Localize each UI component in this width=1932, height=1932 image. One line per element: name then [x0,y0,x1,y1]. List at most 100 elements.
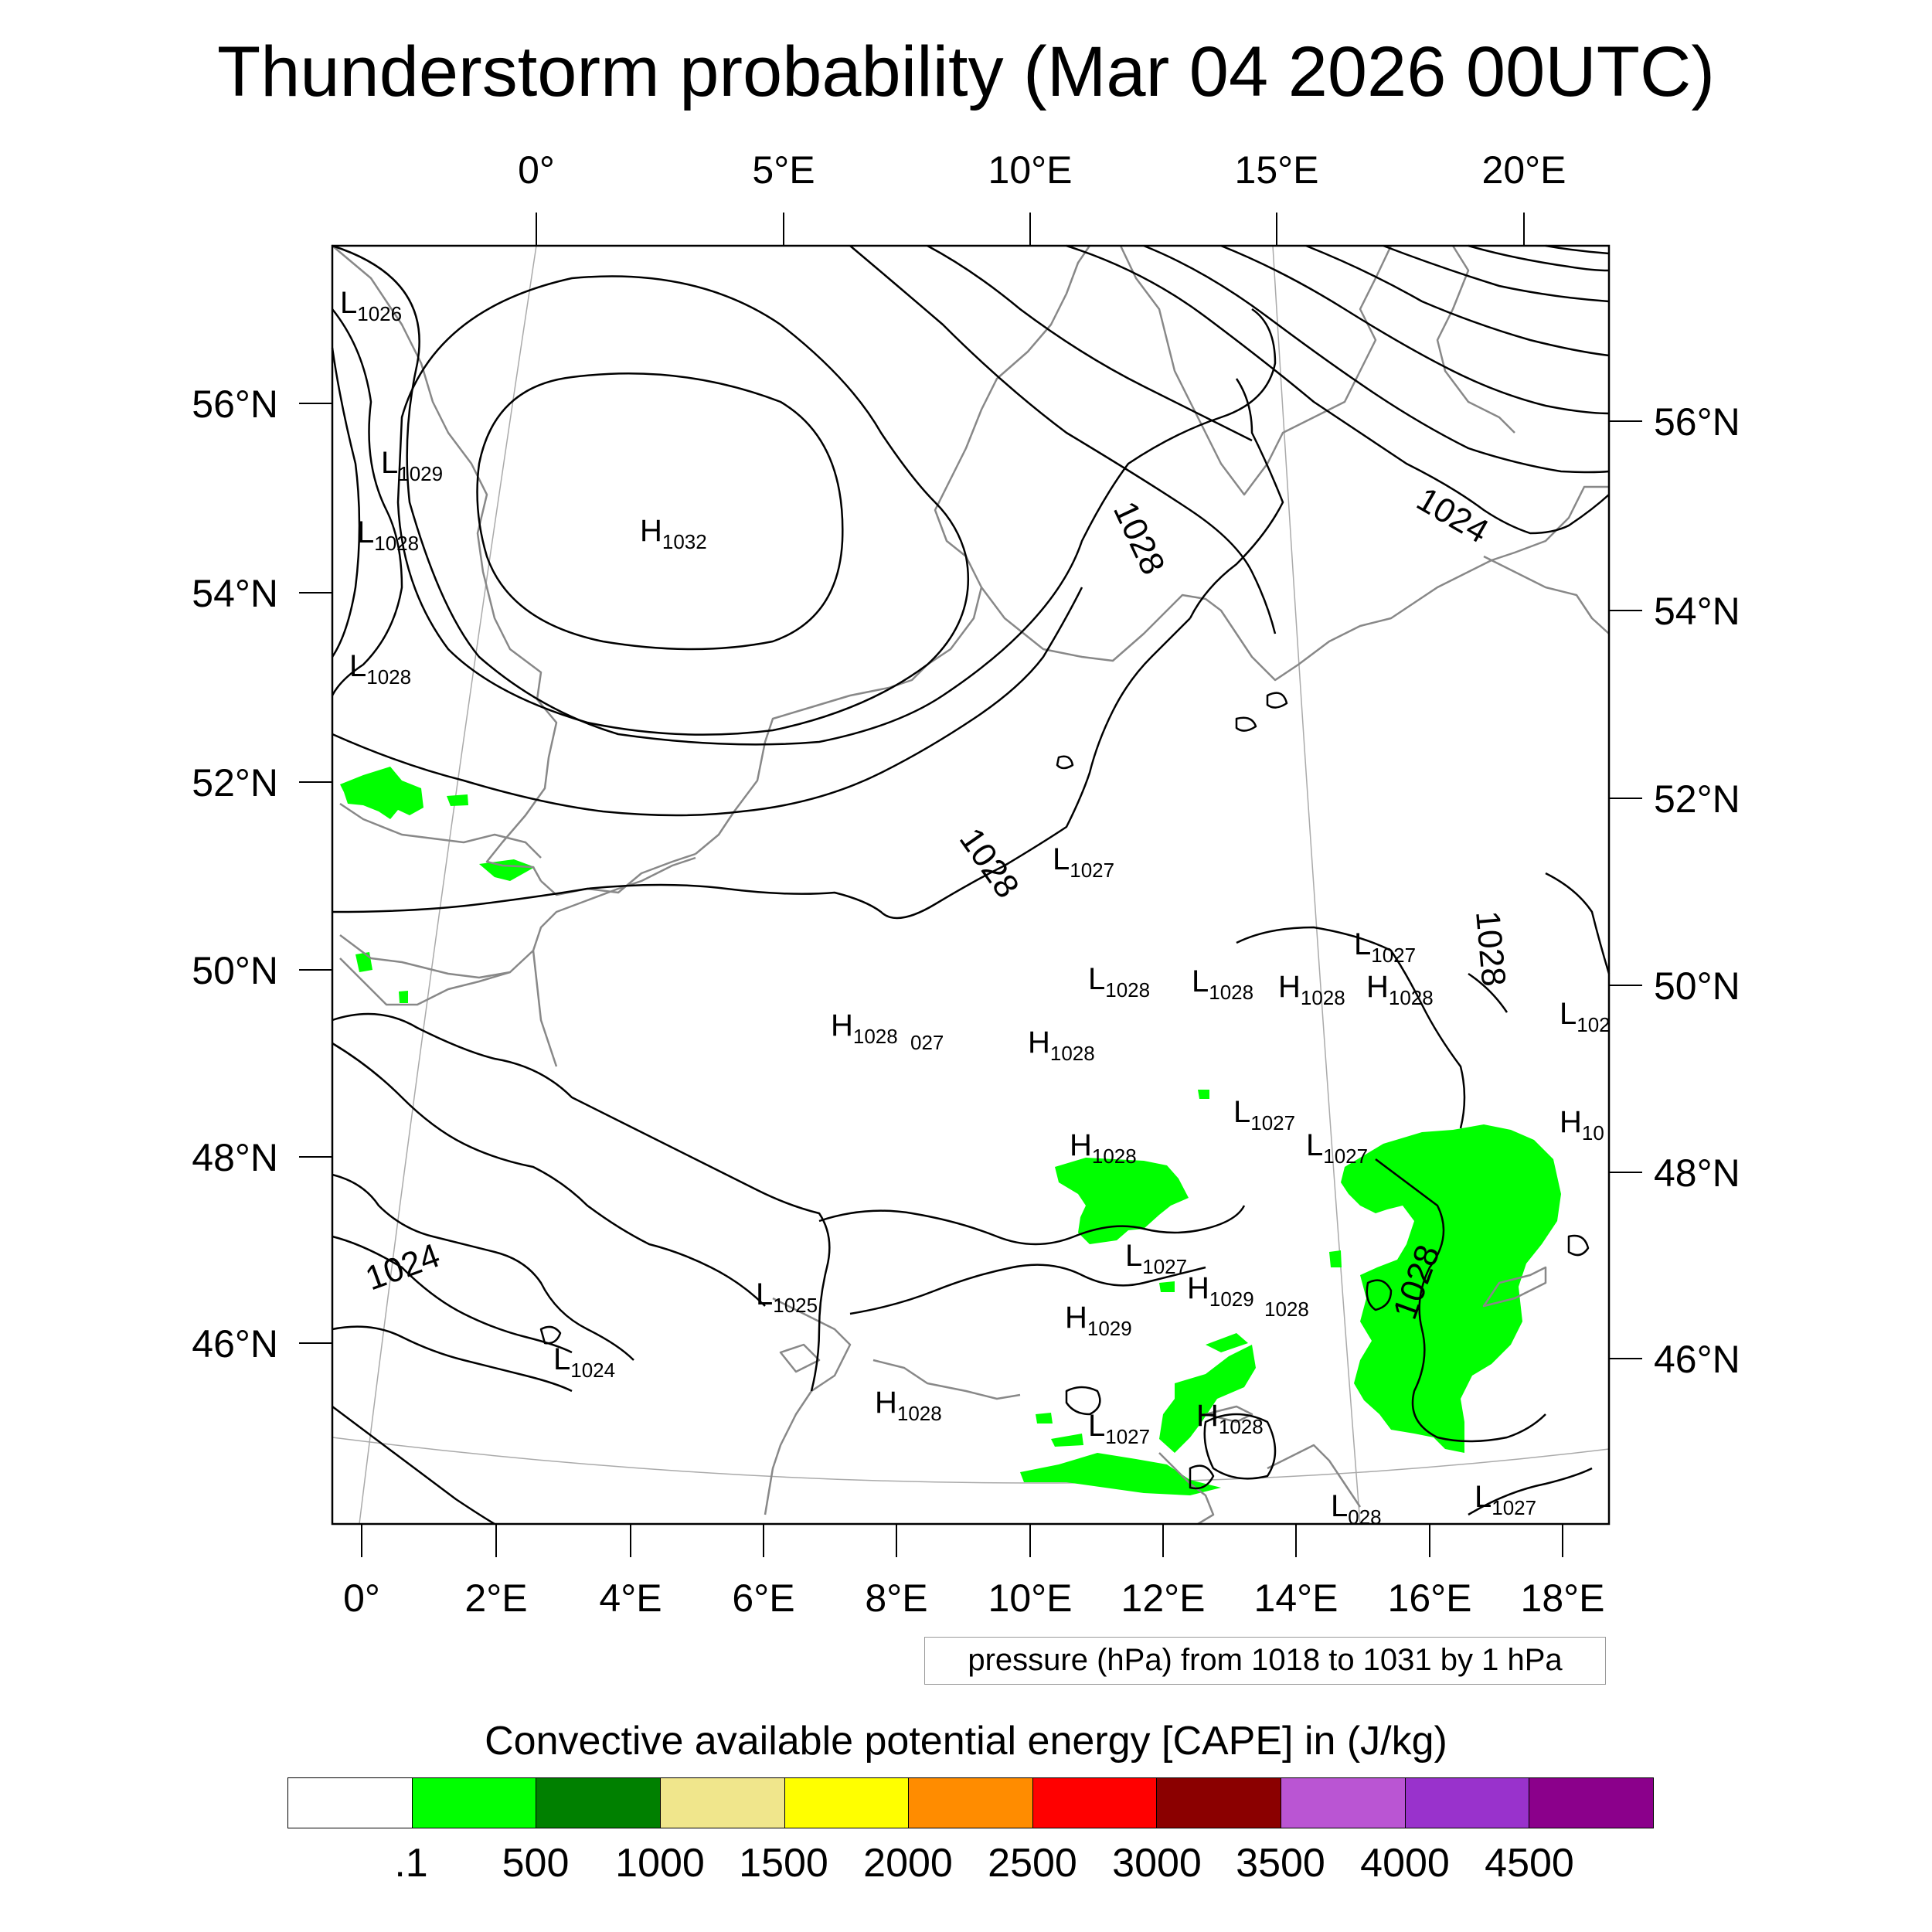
top-lon-label: 20°E [1482,148,1566,192]
pressure-center: H1029 [1187,1271,1254,1311]
isobar-mini-5 [539,1325,562,1345]
tick-marks [299,213,1642,1557]
pressure-center: L1029 [381,446,443,485]
cape-area-de2 [1198,1090,1209,1099]
left-lat-label: 50°N [192,949,278,992]
pressure-center: L1027 [1306,1128,1368,1168]
pressure-center: H1028 [1028,1026,1095,1065]
map-frame [331,244,1611,1526]
cape-area-it3 [1020,1453,1221,1495]
right-lat-label: 46°N [1654,1338,1740,1381]
pressure-center: L1027 [1088,1409,1150,1448]
colorbar-label: 2500 [988,1841,1077,1886]
isobar-mini-3 [1189,1464,1215,1490]
pressure-center: L1027 [1475,1480,1536,1519]
coastlines [332,245,1610,1526]
isobar-mini-6 [1266,692,1288,709]
isobar-mini-2 [1203,1413,1277,1480]
pressure-center: L1027 [1053,842,1114,882]
isobar-mini-7 [1235,716,1257,732]
left-lat-label: 54°N [192,572,278,615]
pressure-center: L1027 [1354,927,1416,967]
pressure-center: H1028 [831,1009,898,1048]
bottom-lon-label: 18°E [1521,1577,1605,1620]
cape-area-uk [340,767,423,819]
bottom-lon-label: 10°E [988,1577,1073,1620]
pressure-center: H1029 [1065,1301,1132,1340]
pressure-center: L028 [1331,1489,1382,1529]
pressure-center: L1024 [553,1342,615,1382]
bottom-lon-label: 12°E [1121,1577,1206,1620]
pressure-center: H1028 [875,1386,942,1425]
pressure-center: L1027 [1233,1095,1295,1134]
top-lon-label: 10°E [988,148,1073,192]
colorbar-label: 4000 [1360,1841,1450,1886]
isobar-ne-3 [1220,244,1610,415]
isobar-1028-a [332,587,1083,817]
pressure-center: H1028 [1278,970,1345,1009]
left-lat-label: 46°N [192,1322,278,1366]
isobar-ne-5 [1383,244,1610,303]
isobar-1027-uk [331,347,361,658]
pressure-center: L1028 [349,649,411,689]
colorbar-swatch [908,1778,1032,1828]
isobar-1027-east [1189,378,1284,619]
isobar-ne-7 [1545,244,1610,255]
cape-area-slo [1159,1281,1175,1292]
cape-area-uk3 [479,859,535,881]
colorbar-label: 3000 [1112,1841,1202,1886]
right-lat-label: 52°N [1654,777,1740,821]
colorbar-swatch [536,1778,660,1828]
isobar-ne-4 [1305,244,1610,357]
isobar-mid-2 [849,1264,1206,1315]
colorbar-swatch [1529,1778,1654,1828]
top-lon-label: 0° [518,148,555,192]
left-lat-label: 56°N [192,383,278,426]
isobar-ne-2 [1143,244,1610,474]
isobar-1026-w [332,1173,634,1361]
isobar-1028-main [332,617,1191,920]
pressure-center: H1028 [1070,1128,1137,1168]
contour-label: 1024 [361,1236,445,1298]
pressure-center: L1027 [1125,1239,1187,1278]
cape-area-it4 [1051,1434,1083,1447]
pressure-center: H1028 [1366,970,1434,1009]
isobar-1029 [332,244,1277,746]
isobar-1024-label [927,244,1253,442]
cape-fill [340,767,1561,1495]
bottom-lon-label: 0° [343,1577,380,1620]
colorbar-swatch [784,1778,909,1828]
colorbar-label: 1000 [615,1841,705,1886]
isobar-mid-3 [1236,926,1466,1129]
isobar-ne-1 [1066,244,1610,535]
isobar-mini-9 [1567,1234,1590,1257]
cape-area-de1 [1055,1158,1189,1244]
isobar-1027-w [332,1042,766,1307]
right-lat-label: 48°N [1654,1151,1740,1195]
isobar-1028-w [332,1012,831,1392]
colorbar-label: 1500 [739,1841,828,1886]
colorbar-swatch [1281,1778,1405,1828]
cape-area-it1 [1159,1345,1256,1453]
pressure-center: L1028 [1088,962,1150,1002]
contour-label: 1028 [952,821,1026,905]
cape-area-fr [355,952,372,972]
isobar-sw-2 [332,1405,495,1526]
left-lat-label: 52°N [192,761,278,804]
pressure-center: 027 [910,1031,944,1054]
colorbar-label: 500 [502,1841,570,1886]
left-lat-label: 48°N [192,1136,278,1179]
isobar-mini-1 [1065,1386,1101,1416]
colorbar-swatch [411,1778,536,1828]
isobar-mini-4 [1366,1279,1393,1311]
pressure-center: L1028 [1192,964,1253,1004]
pressure-center: H1028 [1196,1399,1264,1438]
isobar-1025-w [332,1325,573,1393]
right-lat-label: 50°N [1654,964,1740,1008]
isobar-e-2 [1545,872,1611,975]
colorbar-swatch [288,1778,412,1828]
cape-area-it2 [1206,1333,1248,1352]
colorbar-title: Convective available potential energy [C… [485,1719,1447,1764]
isobar-1025 [849,245,1277,634]
isobars [331,244,1611,1526]
